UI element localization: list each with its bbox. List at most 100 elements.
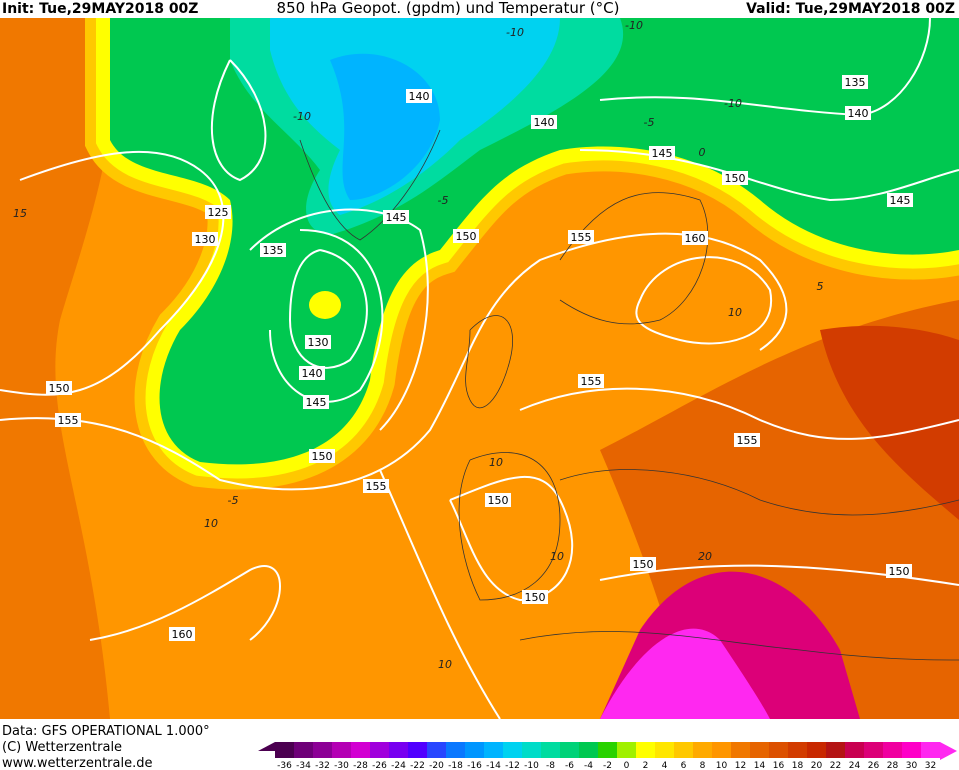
geopotential-label: 150 (312, 450, 333, 463)
isotherm-label: -5 (228, 494, 239, 507)
geopotential-label-box (886, 564, 912, 578)
legend-tick-label: -10 (524, 761, 539, 770)
geopotential-label-box (46, 381, 72, 395)
geopotential-label: 150 (456, 230, 477, 243)
legend-tick-label: 18 (792, 761, 804, 770)
legend-swatch (693, 742, 712, 758)
valid-time: Valid: Tue,29MAY2018 00Z (746, 1, 955, 17)
geopotential-label-box (734, 433, 760, 447)
legend-tick-label: -20 (429, 761, 444, 770)
geopotential-label-box (485, 493, 511, 507)
coastlines (299, 129, 959, 661)
isotherm-label: 10 (438, 658, 452, 671)
legend-tick-label: -24 (391, 761, 406, 770)
geopotential-label: 145 (890, 194, 911, 207)
legend-tick-label: -28 (353, 761, 368, 770)
legend-tick-label: -12 (505, 761, 520, 770)
copyright: (C) Wetterzentrale (2, 740, 122, 755)
geopotential-label-box (309, 449, 335, 463)
legend-swatch (750, 742, 769, 758)
geopotential-label: 135 (263, 244, 284, 257)
isotherm-label: 15 (13, 207, 27, 220)
legend-tick-label: 2 (643, 761, 649, 770)
isotherm-label: 20 (698, 550, 712, 563)
geopotential-label: 155 (366, 480, 387, 493)
geopotential-label: 130 (195, 233, 216, 246)
legend-swatch (864, 742, 883, 758)
legend-swatch (769, 742, 788, 758)
isotherm-label: 10 (728, 306, 742, 319)
legend-swatch (598, 742, 617, 758)
legend-tick-label: -14 (486, 761, 501, 770)
legend-tick-label: 8 (700, 761, 706, 770)
geopotential-label-box (522, 590, 548, 604)
legend-tick-label: -4 (584, 761, 593, 770)
isotherm-label: 0 (699, 146, 706, 159)
isotherm-label: -10 (724, 97, 742, 110)
isotherm-label: 5 (817, 280, 824, 293)
legend-tick-label: 6 (681, 761, 687, 770)
warm-core-low (309, 291, 341, 319)
legend-tick-label: 14 (754, 761, 766, 770)
geopotential-label-box (649, 146, 675, 160)
geopotential-label-box (383, 210, 409, 224)
color-legend: -36 -34 -32 -30 -28 -26 -24 -22 -20 -18 -16 -14 -12-… (258, 742, 957, 770)
geopotential-label: 145 (652, 147, 673, 160)
legend-swatch (655, 742, 674, 758)
geopotential-label-box (305, 335, 331, 349)
geopotential-label-box (299, 366, 325, 380)
geopotential-label: 140 (848, 107, 869, 120)
geopotential-label: 135 (845, 76, 866, 89)
geopotential-label: 145 (386, 211, 407, 224)
legend-swatch (427, 742, 446, 758)
legend-swatch (674, 742, 693, 758)
legend-tick-label: 30 (906, 761, 918, 770)
legend-swatch (560, 742, 579, 758)
legend-tick-label: 20 (811, 761, 823, 770)
legend-tick-label: -32 (315, 761, 330, 770)
geopotential-label: 125 (208, 206, 229, 219)
map-title: 850 hPa Geopot. (gpdm) und Temperatur (°… (277, 0, 620, 17)
geopotential-label: 130 (308, 336, 329, 349)
legend-tick-label: -18 (448, 761, 463, 770)
isotherm-label: 10 (489, 456, 503, 469)
geopotential-label-box (531, 115, 557, 129)
geopotential-label: 155 (571, 231, 592, 244)
legend-swatch (446, 742, 465, 758)
legend-swatch (465, 742, 484, 758)
geopotential-label: 150 (488, 494, 509, 507)
isotherm-label: -5 (644, 116, 655, 129)
legend-swatch (484, 742, 503, 758)
legend-tick-label: 10 (716, 761, 728, 770)
legend-swatch (617, 742, 636, 758)
legend-swatch (807, 742, 826, 758)
website: www.wetterzentrale.de (2, 756, 152, 770)
geopotential-label-box (722, 171, 748, 185)
geopotential-label: 155 (581, 375, 602, 388)
geopotential-label: 150 (725, 172, 746, 185)
geopotential-label-box (55, 413, 81, 427)
geopotential-label-box (578, 374, 604, 388)
geopotential-label-box (630, 557, 656, 571)
legend-tick-label: 22 (830, 761, 841, 770)
isotherm-label: -10 (506, 26, 524, 39)
legend-tick-label: -22 (410, 761, 425, 770)
legend-swatch (541, 742, 560, 758)
legend-swatch (826, 742, 845, 758)
legend-swatch (275, 742, 294, 758)
geopotential-label-box (169, 627, 195, 641)
legend-tick-label: 0 (624, 761, 630, 770)
legend-swatch (370, 742, 389, 758)
legend-swatch (408, 742, 427, 758)
legend-swatch (883, 742, 902, 758)
legend-swatch (313, 742, 332, 758)
geopotential-label: 150 (49, 382, 70, 395)
legend-tick-label: 26 (868, 761, 880, 770)
geopotential-label-box (682, 231, 708, 245)
legend-swatch (902, 742, 921, 758)
geopotential-label-box (842, 75, 868, 89)
geopotential-label-box (406, 89, 432, 103)
